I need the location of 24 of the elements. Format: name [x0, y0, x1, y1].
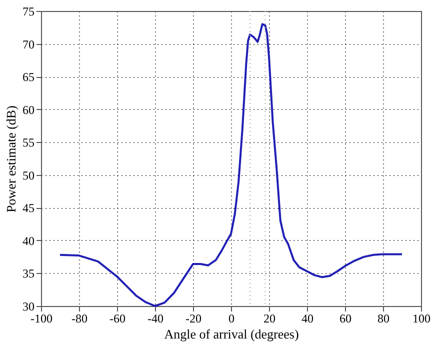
y-tick-label: 45	[22, 201, 34, 216]
x-tick-label: 100	[412, 312, 430, 326]
x-tick-label: -60	[110, 312, 126, 326]
x-tick-label: 40	[302, 312, 314, 326]
x-tick-label: 60	[340, 312, 352, 326]
y-tick-label: 60	[22, 102, 34, 117]
y-tick-label: 50	[22, 168, 34, 182]
y-tick-label: 75	[22, 4, 34, 18]
x-tick-label: -100	[30, 312, 52, 326]
y-tick-label: 55	[22, 136, 34, 150]
x-tick-label: 20	[264, 312, 276, 326]
x-tick-label: 0	[228, 312, 234, 326]
x-tick-label: -80	[72, 312, 88, 326]
line-series	[59, 23, 403, 307]
x-tick-label: -20	[186, 312, 202, 326]
y-tick-label: 35	[22, 266, 34, 281]
y-tick-label: 70	[22, 37, 34, 52]
x-axis-title: Angle of arrival (degrees)	[164, 326, 299, 342]
y-axis-title: Power estimate (dB)	[4, 106, 18, 212]
y-tick-label: 30	[22, 300, 34, 314]
y-tick-label: 65	[22, 70, 34, 84]
y-tick-label: 40	[22, 234, 34, 248]
x-tick-label: 80	[378, 312, 390, 326]
x-tick-label: -40	[148, 312, 164, 326]
